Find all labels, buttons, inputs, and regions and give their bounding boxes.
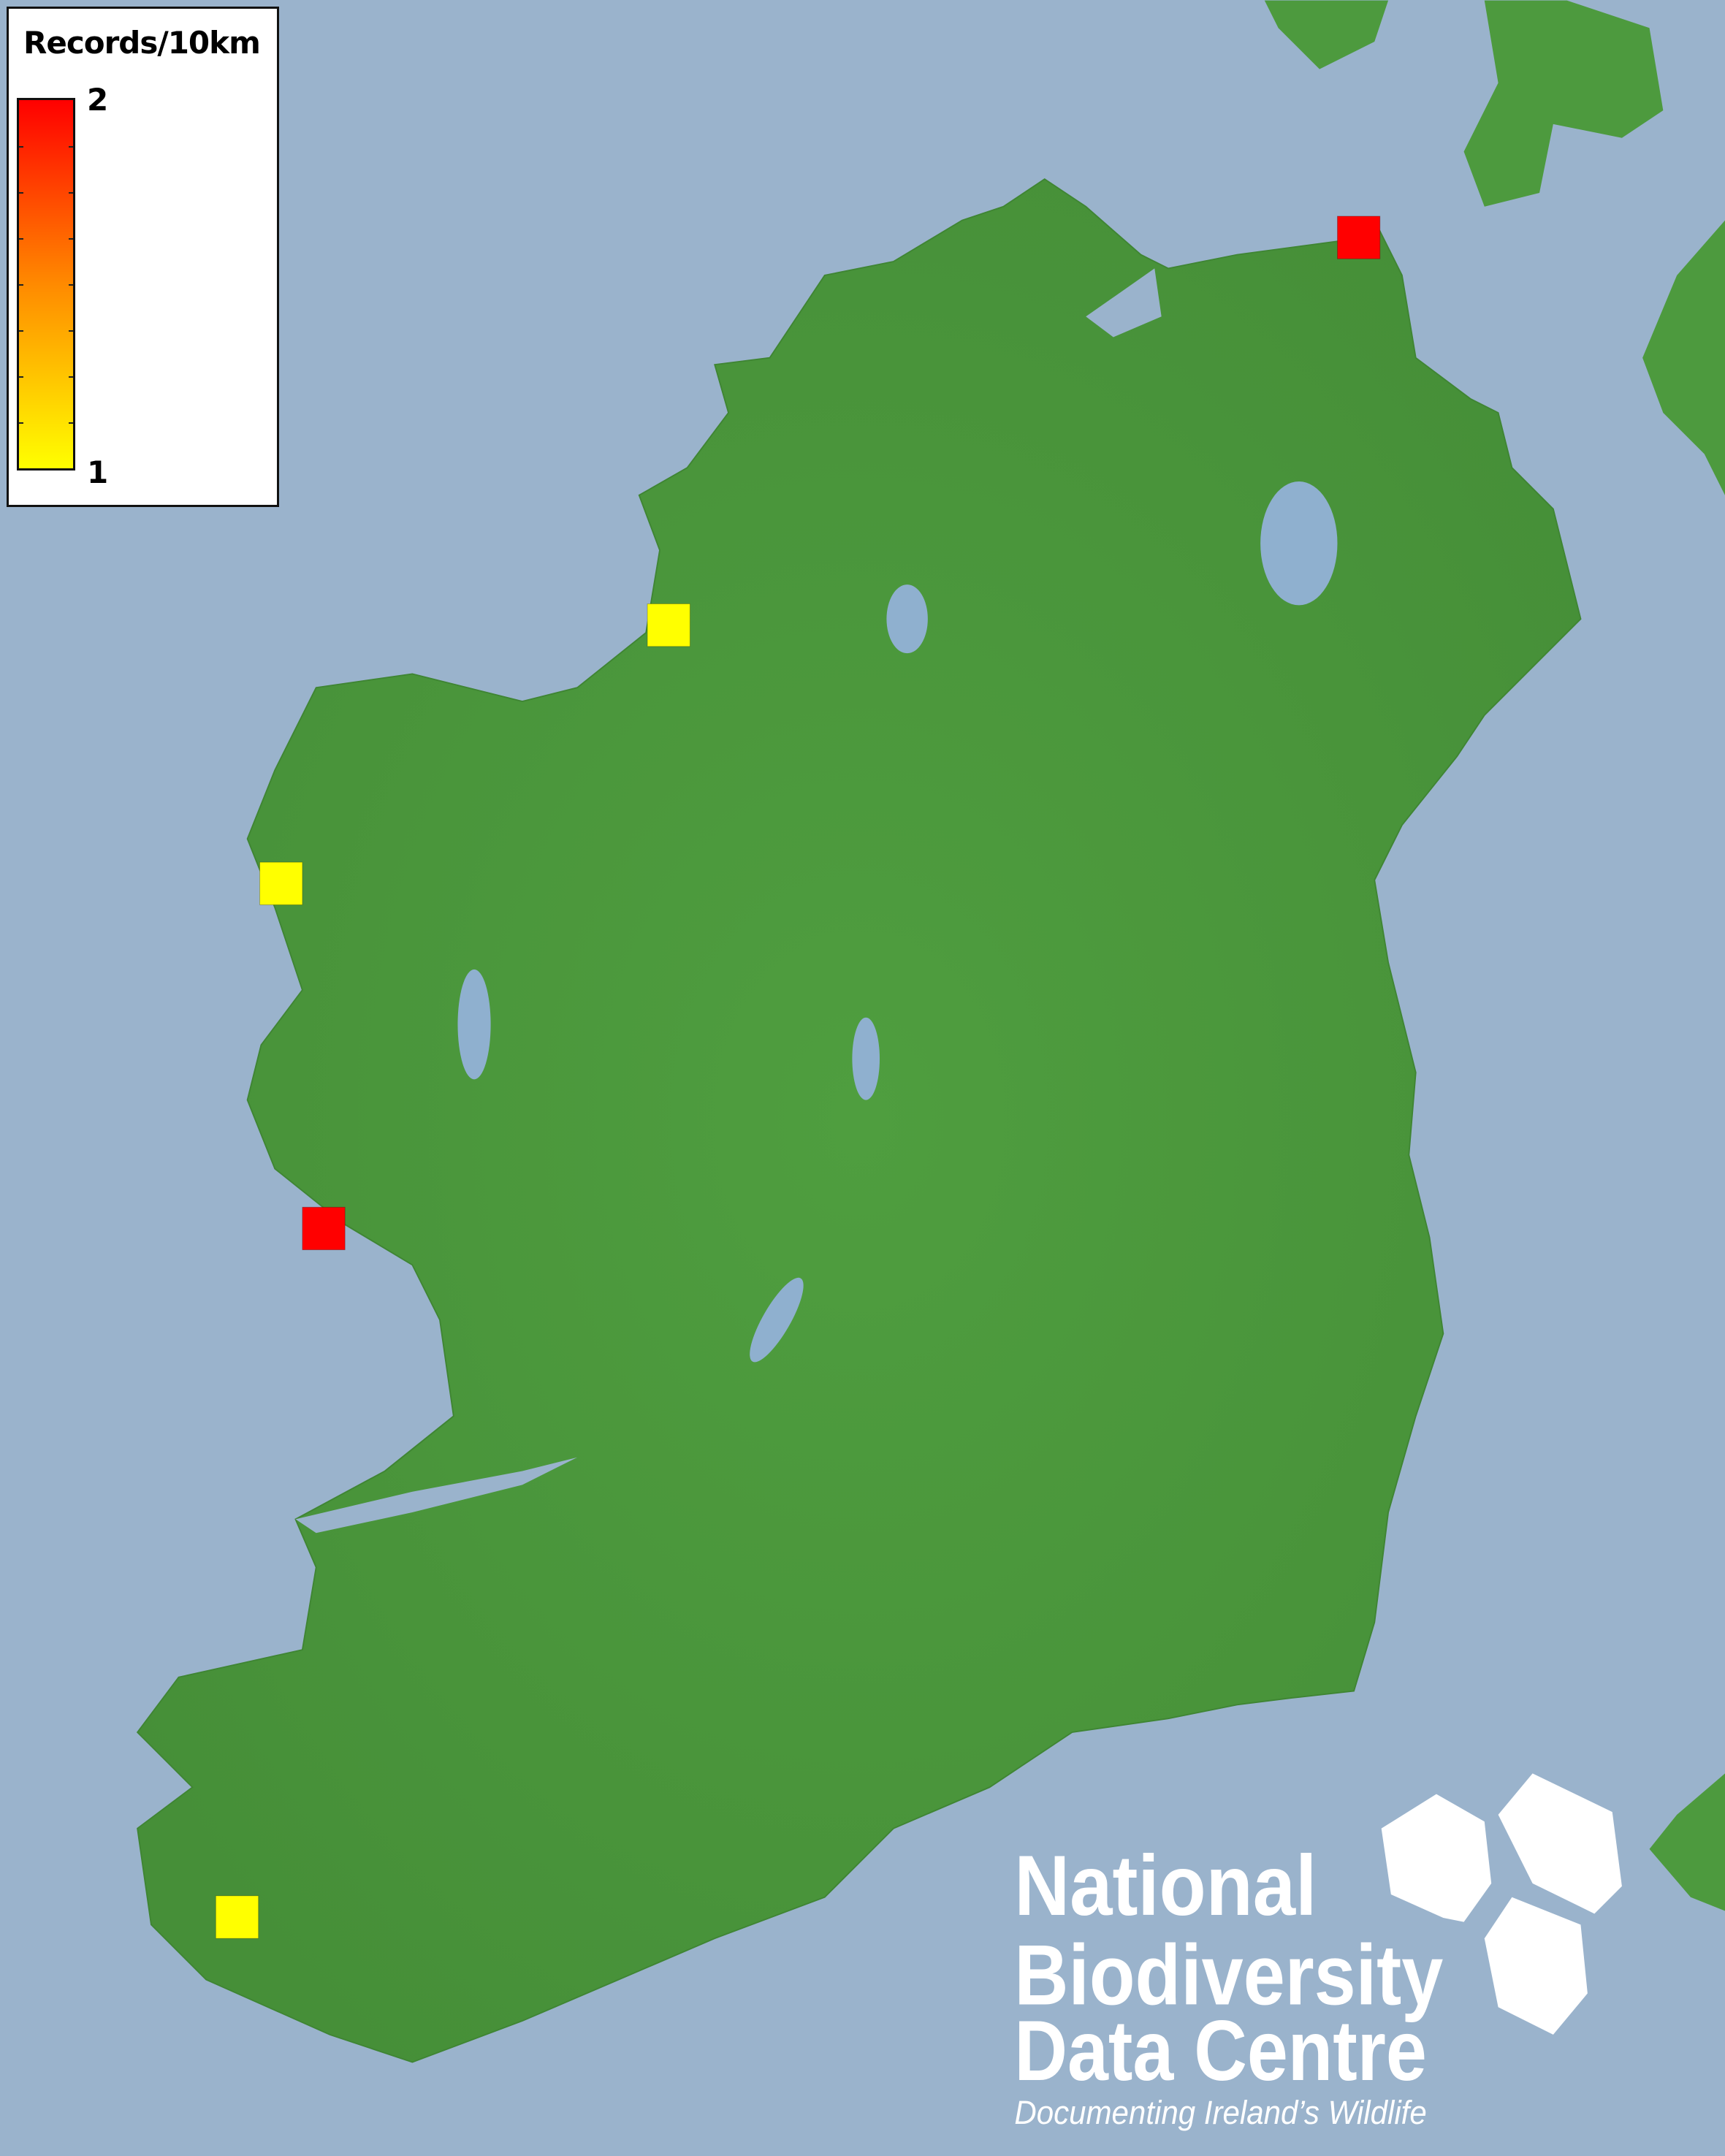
logo-line-3: Data Centre bbox=[1014, 2003, 1426, 2098]
legend: Records/10km 2 1 bbox=[7, 7, 279, 507]
legend-title: Records/10km bbox=[23, 25, 261, 61]
legend-max-label: 2 bbox=[87, 82, 109, 118]
lough-corrib bbox=[457, 969, 491, 1080]
record-square-2 bbox=[302, 1206, 346, 1251]
logo-line-1: National bbox=[1014, 1837, 1317, 1933]
logo-line-2: Biodiversity bbox=[1014, 1927, 1443, 2022]
record-markers bbox=[215, 216, 1381, 1939]
seahorse-hexagon-icon bbox=[1484, 1897, 1588, 2035]
tree-hexagon-icon bbox=[1381, 1794, 1492, 1922]
record-square-1 bbox=[259, 861, 303, 905]
record-square-1 bbox=[215, 1895, 259, 1939]
legend-color-ramp bbox=[17, 98, 75, 471]
ireland-landmass bbox=[136, 178, 1582, 2063]
logo-tagline: Documenting Ireland’s Wildlife bbox=[1014, 2094, 1426, 2131]
record-square-2 bbox=[1337, 216, 1381, 259]
butterfly-hexagon-icon bbox=[1498, 1773, 1622, 1914]
lough-neagh bbox=[1260, 481, 1338, 606]
wales-coast bbox=[1649, 1773, 1725, 1911]
record-square-1 bbox=[647, 603, 690, 647]
nbdc-logo: National Biodiversity Data Centre Docume… bbox=[1014, 1773, 1622, 2131]
scotland-kintyre bbox=[1463, 0, 1664, 207]
scotland-island bbox=[1264, 0, 1389, 69]
lough-erne bbox=[886, 584, 928, 654]
legend-min-label: 1 bbox=[87, 454, 109, 490]
scotland-galloway bbox=[1642, 220, 1725, 495]
lough-foyle bbox=[1086, 268, 1162, 338]
shannon-estuary bbox=[295, 1457, 578, 1534]
lough-ree bbox=[852, 1017, 880, 1100]
lough-derg bbox=[750, 1277, 804, 1363]
